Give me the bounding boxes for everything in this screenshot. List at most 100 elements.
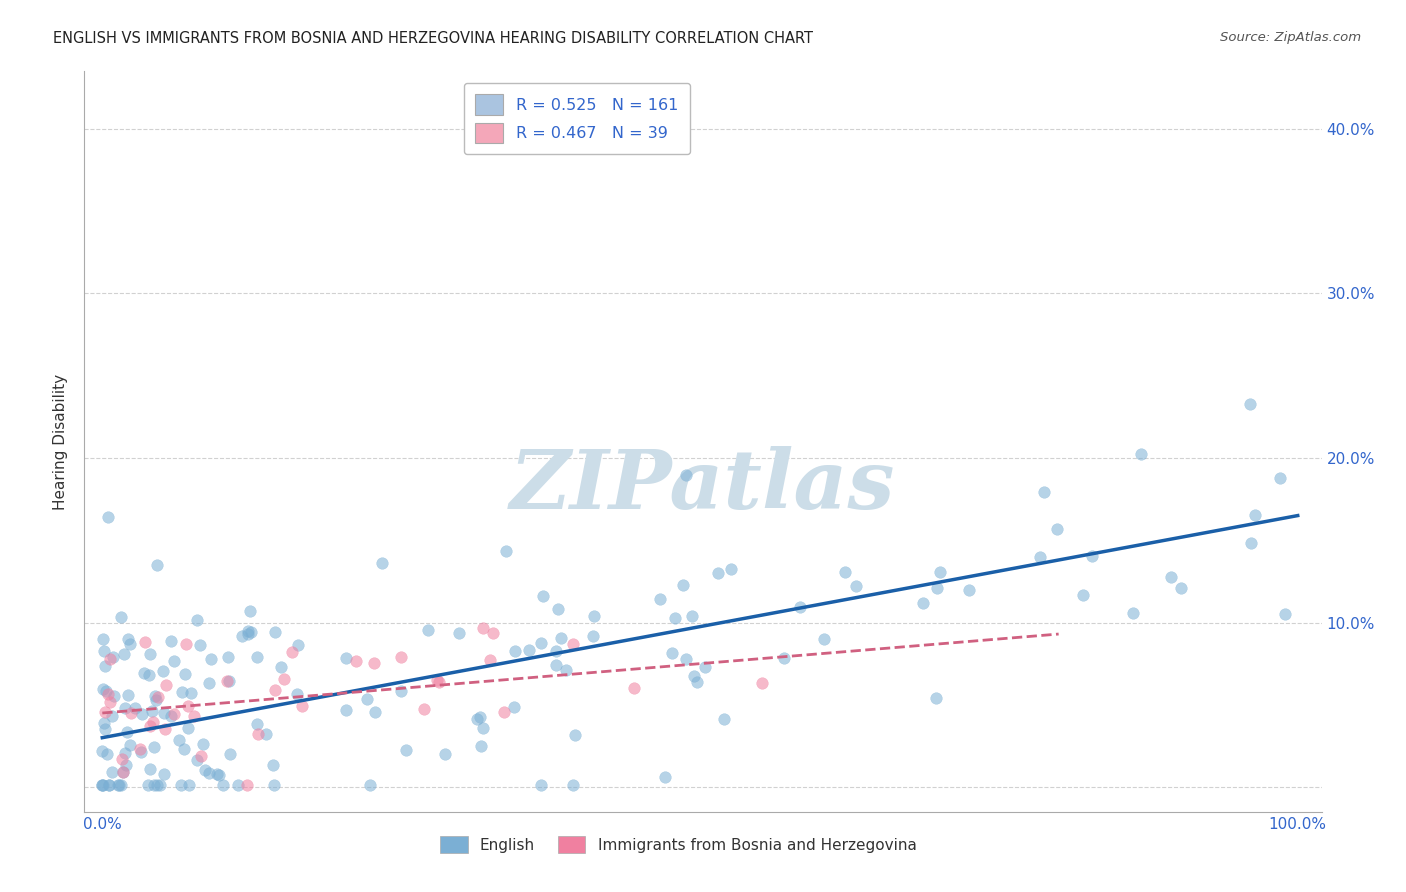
Point xyxy=(167,733,190,747)
Point xyxy=(163,654,186,668)
Point xyxy=(623,681,645,696)
Point xyxy=(208,767,231,781)
Point xyxy=(911,596,934,610)
Point xyxy=(335,651,357,665)
Point xyxy=(153,722,176,736)
Point xyxy=(155,678,177,692)
Point xyxy=(231,629,253,643)
Point xyxy=(517,643,540,657)
Point xyxy=(281,645,304,659)
Point xyxy=(720,562,742,576)
Point xyxy=(218,674,240,689)
Point xyxy=(273,673,295,687)
Point xyxy=(371,556,394,570)
Point xyxy=(112,648,135,662)
Point xyxy=(176,698,198,713)
Point xyxy=(103,690,125,704)
Point xyxy=(194,764,217,778)
Point xyxy=(530,635,553,649)
Point xyxy=(174,666,197,681)
Point xyxy=(671,578,693,592)
Point xyxy=(98,652,121,666)
Point xyxy=(131,706,153,721)
Point xyxy=(141,704,163,718)
Point xyxy=(927,581,949,595)
Point xyxy=(96,747,118,761)
Point xyxy=(925,690,948,705)
Point xyxy=(97,510,120,524)
Point xyxy=(219,747,242,761)
Point xyxy=(100,764,122,779)
Point xyxy=(683,668,706,682)
Point xyxy=(93,658,115,673)
Point xyxy=(118,739,141,753)
Point xyxy=(364,705,387,719)
Point xyxy=(264,683,287,698)
Point xyxy=(335,703,357,717)
Point xyxy=(217,650,239,665)
Point xyxy=(247,727,270,741)
Point xyxy=(172,684,194,698)
Point xyxy=(654,770,676,784)
Point xyxy=(845,579,868,593)
Point xyxy=(226,778,249,792)
Point xyxy=(188,638,211,652)
Point xyxy=(91,744,114,758)
Point xyxy=(128,742,150,756)
Point xyxy=(198,765,221,780)
Point xyxy=(245,717,267,731)
Point xyxy=(193,737,215,751)
Point xyxy=(789,599,811,614)
Point xyxy=(91,778,114,792)
Point xyxy=(91,778,114,792)
Point xyxy=(395,743,418,757)
Point xyxy=(117,689,139,703)
Point xyxy=(134,634,156,648)
Point xyxy=(544,644,567,658)
Point xyxy=(681,609,703,624)
Point xyxy=(471,722,494,736)
Point xyxy=(359,778,381,792)
Point xyxy=(91,778,114,792)
Point xyxy=(470,739,492,753)
Point xyxy=(131,745,153,759)
Point xyxy=(262,758,284,772)
Point xyxy=(1270,471,1292,485)
Point xyxy=(555,663,578,677)
Point xyxy=(263,778,285,792)
Point xyxy=(197,676,219,690)
Point xyxy=(416,623,439,637)
Point xyxy=(235,778,257,792)
Point xyxy=(1240,536,1263,550)
Point xyxy=(433,747,456,761)
Point xyxy=(492,705,515,719)
Point xyxy=(254,727,277,741)
Point xyxy=(564,729,586,743)
Point xyxy=(544,658,567,673)
Point xyxy=(93,632,115,646)
Point xyxy=(236,627,259,641)
Point xyxy=(356,691,378,706)
Point xyxy=(468,710,491,724)
Point xyxy=(174,637,197,651)
Point xyxy=(1073,588,1095,602)
Point xyxy=(1130,447,1153,461)
Point xyxy=(112,764,135,779)
Point xyxy=(124,700,146,714)
Point xyxy=(472,621,495,635)
Point xyxy=(186,753,208,767)
Point xyxy=(93,644,115,658)
Point xyxy=(465,712,488,726)
Point xyxy=(143,778,166,792)
Point xyxy=(152,664,174,678)
Point xyxy=(97,778,120,792)
Point xyxy=(186,613,208,627)
Point xyxy=(183,709,205,723)
Point xyxy=(531,590,554,604)
Point xyxy=(111,764,134,779)
Point xyxy=(478,653,501,667)
Point xyxy=(530,778,553,792)
Point xyxy=(582,608,605,623)
Point xyxy=(91,682,114,697)
Point xyxy=(146,690,169,704)
